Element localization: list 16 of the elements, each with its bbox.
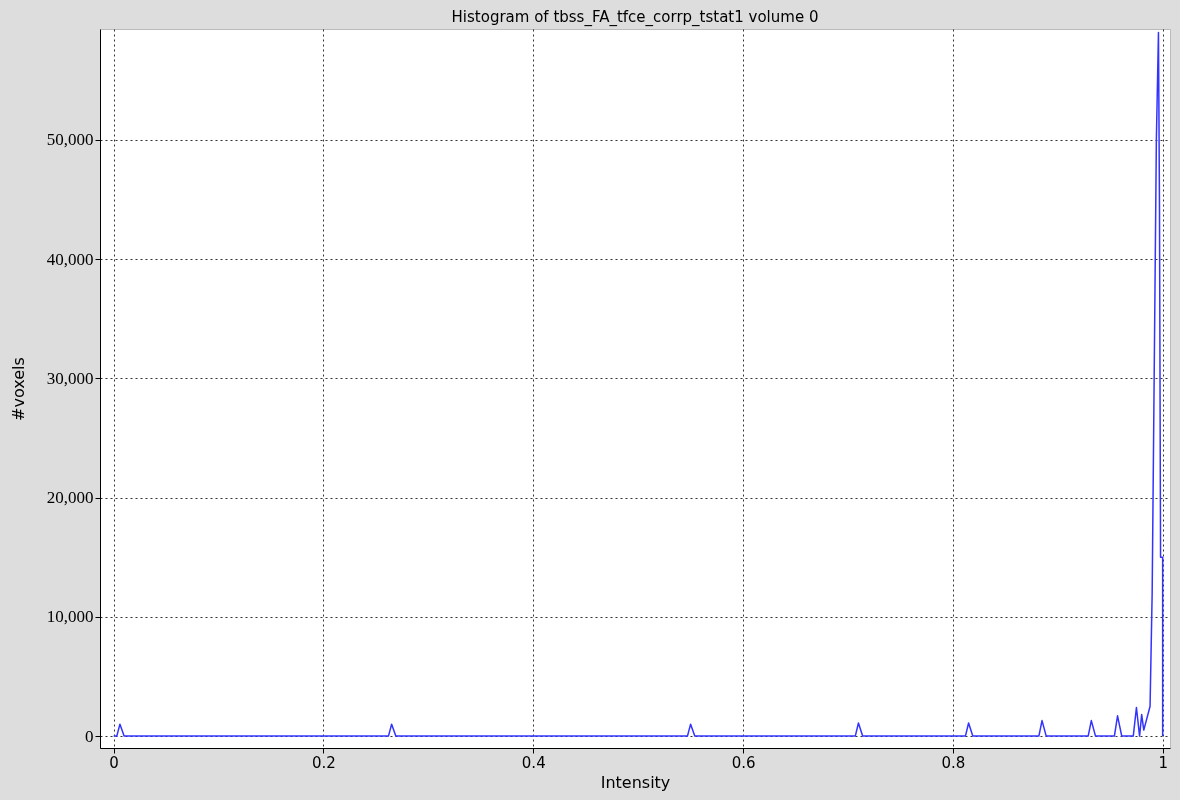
x-tick-label: 0.6 bbox=[731, 753, 756, 772]
x-tick-label: 0.4 bbox=[521, 753, 546, 772]
x-tick-label: 0 bbox=[109, 753, 119, 772]
x-tick-label: 0.8 bbox=[941, 753, 966, 772]
y-axis-title: #voxels bbox=[8, 357, 28, 421]
x-tick-label: 0.2 bbox=[312, 753, 336, 772]
y-tick-label: 30,000 bbox=[46, 368, 94, 388]
y-tick-label: 10,000 bbox=[46, 607, 94, 627]
x-axis-title: Intensity bbox=[600, 772, 671, 792]
line-series bbox=[112, 31, 1164, 737]
y-tick-label: 20,000 bbox=[46, 488, 94, 508]
x-tick-label: 1 bbox=[1158, 753, 1168, 772]
y-tick-label: 40,000 bbox=[46, 249, 94, 269]
chart-title: Histogram of tbss_FA_tfce_corrp_tstat1 volume 0 bbox=[451, 8, 819, 27]
y-tick-label: 0 bbox=[85, 726, 94, 746]
y-tick-label: 50,000 bbox=[46, 130, 94, 150]
